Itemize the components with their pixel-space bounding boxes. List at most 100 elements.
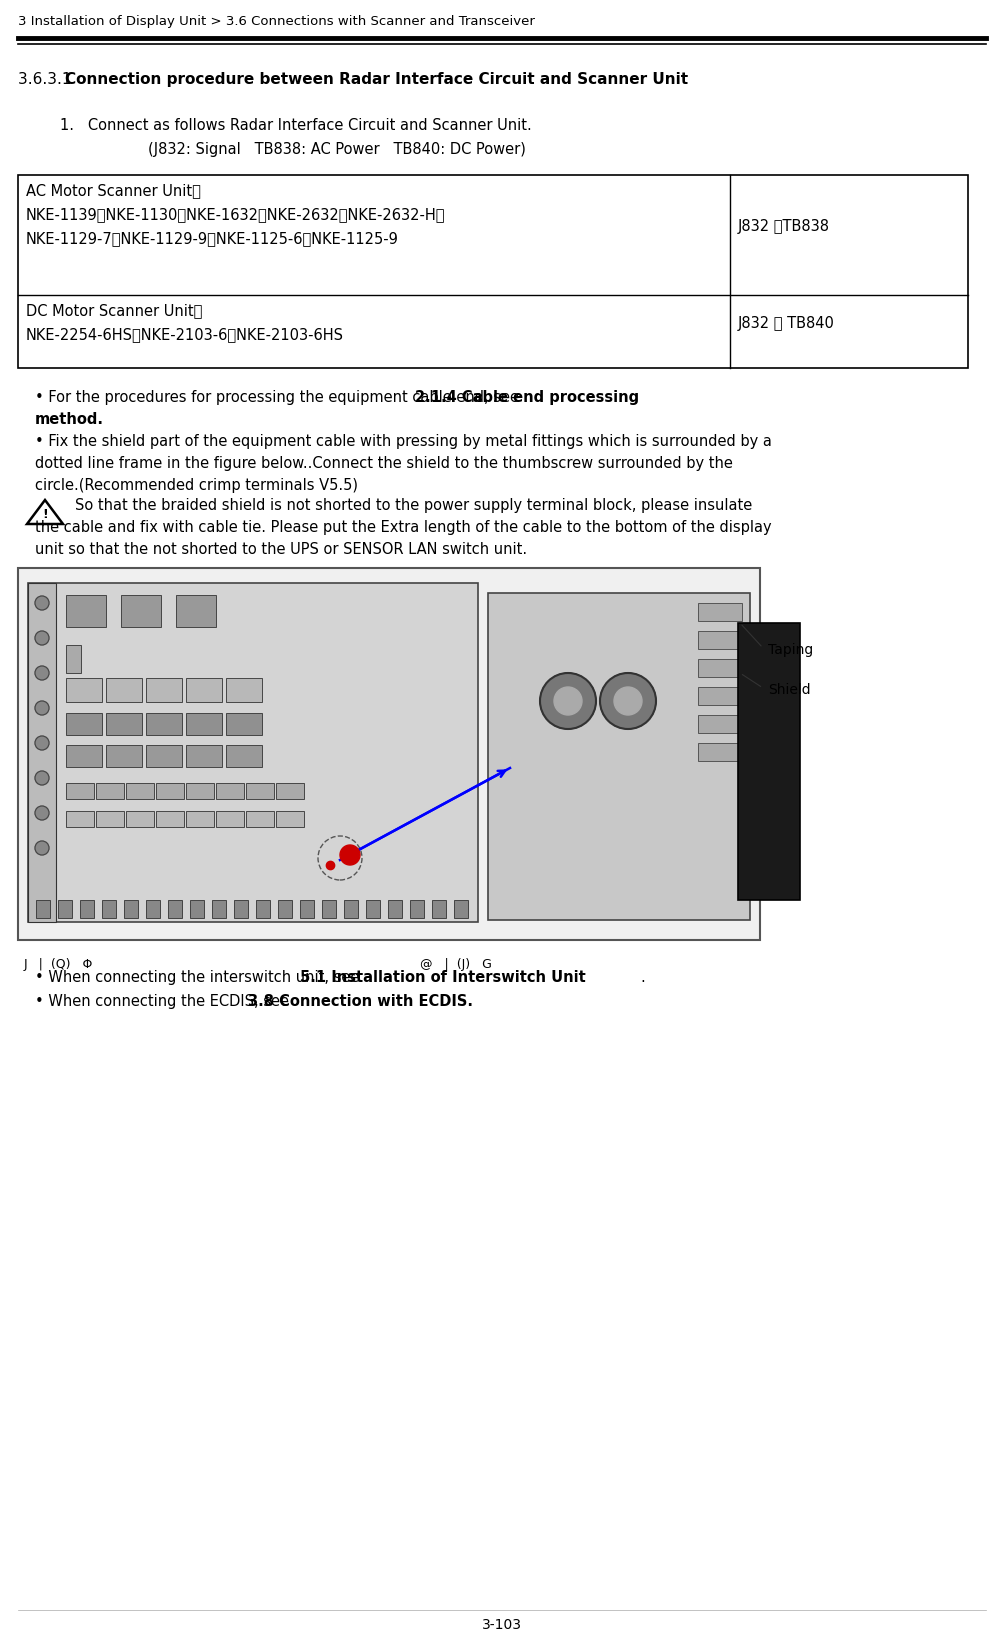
Text: DC Motor Scanner Unit：: DC Motor Scanner Unit： (26, 303, 203, 318)
Text: Taping: Taping (767, 644, 812, 657)
Bar (145, 713, 182, 735)
Circle shape (600, 673, 655, 729)
Text: J832 と TB840: J832 と TB840 (737, 316, 834, 331)
Bar (96, 783, 124, 799)
Text: unit so that the not shorted to the UPS or SENSOR LAN switch unit.: unit so that the not shorted to the UPS … (35, 542, 527, 557)
Circle shape (35, 806, 49, 821)
Text: NKE-1139、NKE-1130、NKE-1632、NKE-2632、NKE-2632-H、: NKE-1139、NKE-1130、NKE-1632、NKE-2632、NKE-… (26, 206, 445, 223)
Bar (697, 631, 741, 649)
Bar (216, 811, 244, 827)
Text: method.: method. (35, 413, 104, 428)
Text: AC Motor Scanner Unit：: AC Motor Scanner Unit： (26, 183, 201, 198)
Text: 1.   Connect as follows Radar Interface Circuit and Scanner Unit.: 1. Connect as follows Radar Interface Ci… (60, 118, 532, 133)
Bar (387, 899, 401, 917)
Text: • Fix the shield part of the equipment cable with pressing by metal fittings whi: • Fix the shield part of the equipment c… (35, 434, 771, 449)
Bar (186, 678, 222, 703)
Text: 3.8 Connection with ECDIS.: 3.8 Connection with ECDIS. (248, 994, 472, 1009)
Text: 5.1 Installation of Interswitch Unit: 5.1 Installation of Interswitch Unit (300, 970, 585, 984)
Text: @   |  (J)   G: @ | (J) G (419, 958, 491, 971)
Bar (487, 593, 749, 921)
Bar (226, 713, 262, 735)
Bar (737, 622, 799, 899)
Bar (276, 811, 304, 827)
Bar (106, 713, 141, 735)
Text: .: . (639, 970, 644, 984)
Bar (106, 745, 141, 767)
Bar (344, 899, 358, 917)
Bar (226, 745, 262, 767)
Circle shape (35, 596, 49, 609)
Circle shape (554, 686, 582, 716)
Text: • For the procedures for processing the equipment cable end, see: • For the procedures for processing the … (35, 390, 524, 405)
Bar (453, 899, 467, 917)
Text: Connection procedure between Radar Interface Circuit and Scanner Unit: Connection procedure between Radar Inter… (65, 72, 687, 87)
Text: !: ! (42, 508, 48, 521)
Bar (697, 686, 741, 704)
Bar (145, 899, 159, 917)
Bar (80, 899, 94, 917)
Bar (145, 678, 182, 703)
Bar (102, 899, 116, 917)
Bar (66, 595, 106, 627)
Circle shape (35, 631, 49, 645)
Bar (246, 783, 274, 799)
Bar (322, 899, 336, 917)
Bar (58, 899, 72, 917)
Bar (125, 811, 153, 827)
Circle shape (35, 667, 49, 680)
Bar (28, 583, 477, 922)
Circle shape (35, 701, 49, 716)
Bar (66, 811, 94, 827)
Text: 3.6.3.1: 3.6.3.1 (18, 72, 76, 87)
Circle shape (614, 686, 641, 716)
Bar (124, 899, 137, 917)
Bar (246, 811, 274, 827)
Bar (66, 745, 102, 767)
Bar (186, 713, 222, 735)
Bar (66, 783, 94, 799)
Bar (176, 595, 216, 627)
Bar (18, 568, 759, 940)
Circle shape (35, 840, 49, 855)
Bar (190, 899, 204, 917)
Text: the cable and fix with cable tie. Please put the Extra length of the cable to th: the cable and fix with cable tie. Please… (35, 519, 771, 536)
Bar (409, 899, 423, 917)
Bar (125, 783, 153, 799)
Bar (186, 811, 214, 827)
Text: J832 とTB838: J832 とTB838 (737, 219, 829, 234)
Bar (155, 811, 184, 827)
Bar (278, 899, 292, 917)
Circle shape (35, 771, 49, 785)
Text: Shield: Shield (767, 683, 809, 698)
Text: • When connecting the ECDIS, see: • When connecting the ECDIS, see (35, 994, 293, 1009)
Text: So that the braided shield is not shorted to the power supply terminal block, pl: So that the braided shield is not shorte… (75, 498, 751, 513)
Text: (J832: Signal   TB838: AC Power   TB840: DC Power): (J832: Signal TB838: AC Power TB840: DC … (147, 143, 526, 157)
Bar (155, 783, 184, 799)
Bar (256, 899, 270, 917)
Bar (300, 899, 314, 917)
Bar (96, 811, 124, 827)
Text: circle.(Recommended crimp terminals V5.5): circle.(Recommended crimp terminals V5.5… (35, 478, 358, 493)
Bar (18, 175, 967, 369)
Text: dotted line frame in the figure below..Connect the shield to the thumbscrew surr: dotted line frame in the figure below..C… (35, 455, 732, 472)
Bar (66, 645, 81, 673)
Bar (697, 744, 741, 762)
Text: 3 Installation of Display Unit > 3.6 Connections with Scanner and Transceiver: 3 Installation of Display Unit > 3.6 Con… (18, 15, 535, 28)
Text: • When connecting the interswitch unit, see: • When connecting the interswitch unit, … (35, 970, 364, 984)
Bar (212, 899, 226, 917)
Bar (697, 658, 741, 676)
Bar (226, 678, 262, 703)
Bar (234, 899, 248, 917)
Bar (106, 678, 141, 703)
Bar (186, 783, 214, 799)
Bar (366, 899, 379, 917)
Bar (121, 595, 160, 627)
Bar (36, 899, 50, 917)
Bar (216, 783, 244, 799)
Bar (431, 899, 445, 917)
Bar (28, 583, 56, 922)
Text: 2.1.4 Cable end processing: 2.1.4 Cable end processing (414, 390, 639, 405)
Circle shape (540, 673, 596, 729)
Text: NKE-1129-7、NKE-1129-9、NKE-1125-6、NKE-1125-9: NKE-1129-7、NKE-1129-9、NKE-1125-6、NKE-112… (26, 231, 398, 246)
Bar (186, 745, 222, 767)
